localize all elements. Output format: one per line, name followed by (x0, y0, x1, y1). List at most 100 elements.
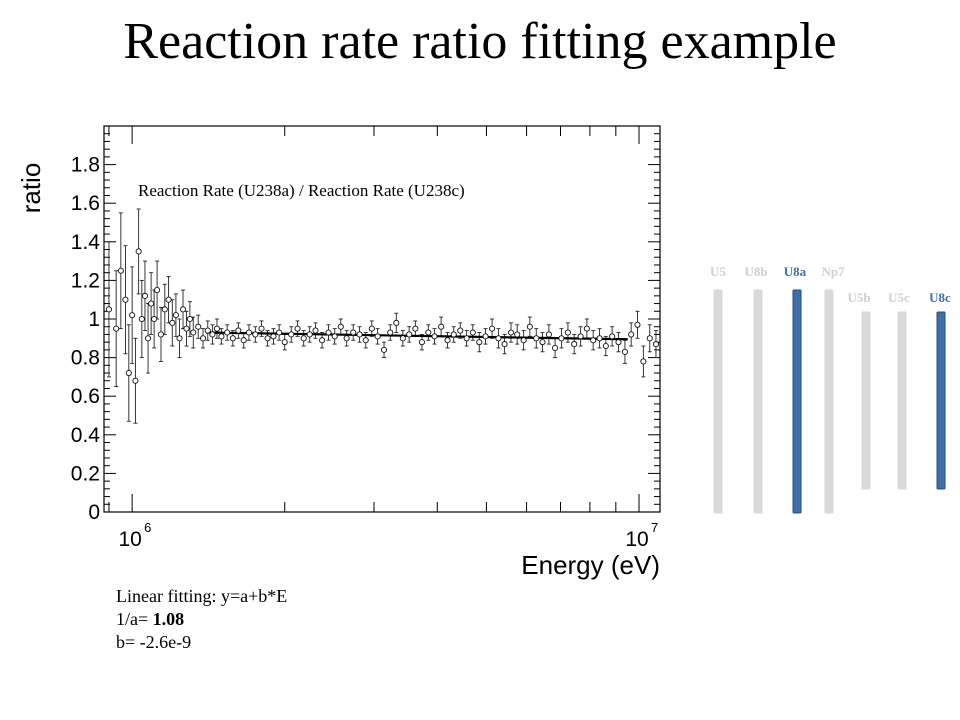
data-point (482, 333, 489, 340)
data-point (145, 335, 152, 342)
data-point (264, 335, 271, 342)
data-point (229, 335, 236, 342)
data-point (135, 248, 142, 255)
data-point (270, 333, 277, 340)
data-point (325, 329, 332, 336)
data-point (463, 335, 470, 342)
data-point (169, 319, 176, 326)
data-point (113, 325, 120, 332)
fuel-rod-label: U5b (847, 290, 870, 305)
data-point (337, 323, 344, 330)
data-point (489, 325, 496, 332)
data-point (646, 335, 653, 342)
data-point (195, 323, 202, 330)
x-axis-label: Energy (eV) (521, 550, 660, 580)
data-point (640, 358, 647, 365)
data-point (306, 331, 313, 338)
fuel-rod-np7 (824, 289, 834, 514)
data-point (176, 335, 183, 342)
data-point (154, 286, 161, 294)
data-point (179, 306, 187, 313)
data-point (125, 369, 132, 377)
data-point (117, 267, 124, 274)
x-tick-exponent: 7 (651, 520, 658, 535)
data-point (571, 341, 578, 348)
y-axis-label: ratio (16, 163, 46, 214)
data-point (476, 339, 483, 346)
data-point (356, 331, 363, 338)
data-point (615, 339, 622, 346)
data-point (545, 331, 552, 338)
y-tick-label: 1.8 (71, 154, 100, 177)
data-point (148, 300, 155, 307)
slide-title: Reaction rate ratio fitting example (123, 13, 837, 70)
data-point (343, 335, 350, 342)
data-point (350, 329, 357, 336)
fuel-rod-u8c (936, 311, 946, 490)
data-point (596, 335, 603, 342)
data-point (312, 327, 319, 334)
data-point (501, 341, 508, 348)
fit-equation: Linear fitting: y=a+b*E (116, 586, 288, 606)
data-point (412, 325, 419, 332)
data-point (368, 325, 375, 332)
y-tick-label: 0.2 (71, 462, 100, 485)
data-point (425, 329, 432, 336)
chart-annotation: Reaction Rate (U238a) / Reaction Rate (U… (138, 181, 465, 200)
data-point (634, 321, 641, 328)
data-point (224, 329, 231, 336)
data-point (399, 335, 406, 342)
y-tick-label: 1.4 (71, 231, 101, 254)
data-point (507, 329, 515, 336)
data-point (258, 325, 265, 332)
data-point (438, 323, 445, 330)
data-point (213, 325, 221, 332)
data-point (141, 292, 149, 299)
data-point (204, 327, 211, 334)
data-point (331, 333, 338, 340)
fuel-rod-label: U8c (929, 290, 951, 305)
data-point (514, 331, 521, 338)
data-point (245, 329, 253, 336)
data-point (276, 329, 283, 336)
data-point (558, 335, 565, 342)
fit-slope-b: b= -2.6e-9 (116, 632, 192, 652)
y-tick-label: 1 (88, 308, 100, 331)
fuel-rod-u5b (861, 311, 871, 490)
data-point (418, 339, 425, 346)
data-point (138, 315, 145, 323)
data-point (165, 296, 172, 303)
data-point (387, 329, 394, 336)
data-point (105, 306, 112, 313)
data-point (609, 333, 616, 340)
data-point (294, 325, 301, 332)
y-tick-label: 0.8 (71, 347, 100, 370)
x-tick-label: 10 (625, 528, 648, 551)
data-point (129, 312, 136, 319)
data-point (552, 344, 559, 352)
data-point (577, 333, 584, 340)
fit-notes: Linear fitting: y=a+b*E 1/a= 1.08 b= -2.… (116, 585, 287, 654)
data-point (122, 296, 129, 303)
data-point (288, 331, 295, 338)
data-point (374, 333, 381, 340)
data-point (539, 339, 546, 346)
data-point (132, 377, 139, 384)
y-tick-label: 0.4 (71, 424, 101, 447)
data-point (628, 331, 635, 338)
fit-inverse-a-label: 1/a= (116, 609, 153, 629)
y-tick-label: 0 (88, 501, 100, 524)
fuel-rod-label: U8b (744, 264, 767, 279)
data-point (218, 333, 225, 340)
data-point (380, 346, 388, 353)
data-point (300, 335, 307, 342)
data-point (199, 335, 207, 342)
data-point (240, 337, 247, 344)
data-point (281, 339, 288, 346)
data-point (652, 341, 660, 348)
x-tick-exponent: 6 (144, 520, 151, 535)
data-point (495, 335, 502, 342)
